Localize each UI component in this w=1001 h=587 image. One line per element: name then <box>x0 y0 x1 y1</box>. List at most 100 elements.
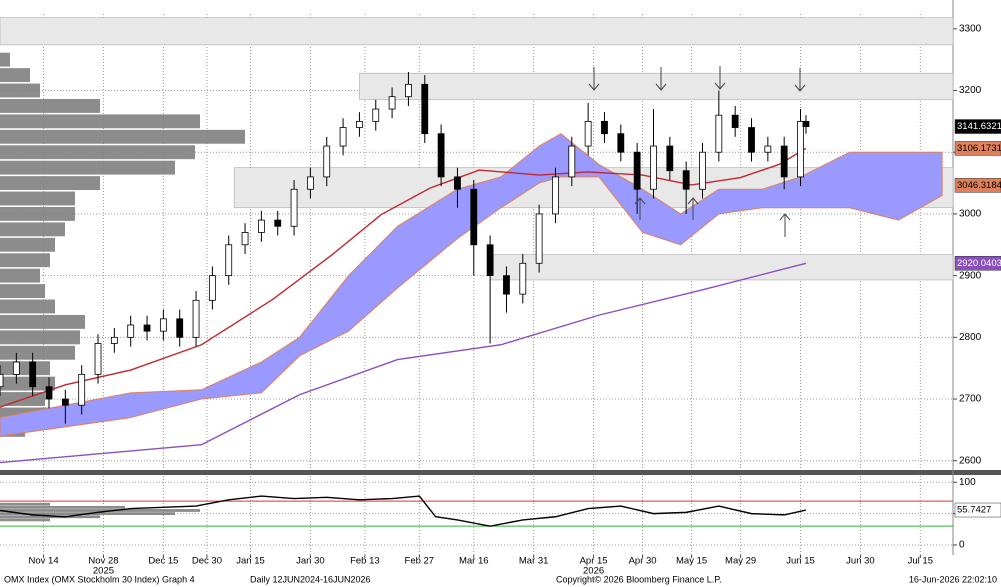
price-zone <box>359 72 954 101</box>
candle-body <box>715 114 723 153</box>
value-box <box>954 141 1001 156</box>
profile-bar <box>0 68 30 83</box>
candle-body <box>617 133 625 153</box>
down-arrow <box>655 67 667 91</box>
background-layer <box>0 0 1001 555</box>
candle-body <box>290 188 298 227</box>
profile-bar <box>0 52 10 67</box>
profile-bar <box>0 206 75 221</box>
profile-bar <box>0 330 80 345</box>
candle-body <box>503 275 510 295</box>
y-tick-label: 3000 <box>959 209 982 220</box>
candle-body <box>633 151 641 190</box>
rsi-line <box>0 495 807 527</box>
value-box <box>954 178 1001 193</box>
candle-body <box>454 176 461 190</box>
candle-body <box>307 176 314 190</box>
x-tick-label: Dec 15 <box>148 556 178 567</box>
candle-body <box>12 361 20 375</box>
plot-layer: 260027002800290030003100320033003046.318… <box>0 23 1001 577</box>
year-label: 2025 <box>93 566 114 577</box>
x-tick-label: Jun 15 <box>786 556 815 567</box>
down-arrow <box>588 67 600 91</box>
candle-body <box>159 318 167 332</box>
y-tick-label: 2900 <box>959 270 982 281</box>
x-tick-label: Mar 31 <box>519 556 549 567</box>
profile-bar <box>0 518 50 522</box>
ichimoku-cloud <box>0 133 943 437</box>
year-label: 2026 <box>583 566 604 577</box>
candle-body <box>208 275 216 301</box>
x-tick-label: Jul 15 <box>908 556 933 567</box>
profile-bar <box>0 176 100 191</box>
candle-body <box>356 120 363 128</box>
candle-body <box>176 318 184 338</box>
value-label: 3141.6321 <box>957 121 1001 132</box>
y-tick-label: 2800 <box>959 332 982 343</box>
profile-bar <box>0 505 125 509</box>
price-zone <box>489 254 954 281</box>
candle-body <box>78 373 86 406</box>
profile-bar <box>0 145 195 160</box>
profile-bar <box>0 299 55 314</box>
value-label: 3106.1731 <box>957 143 1001 154</box>
x-tick-label: May 15 <box>676 556 707 567</box>
candle-body <box>519 262 527 295</box>
x-tick-label: Nov 28 <box>88 556 118 567</box>
x-tick-label: Feb 13 <box>350 556 380 567</box>
candle-body <box>241 232 249 246</box>
candle-body <box>94 343 102 375</box>
up-arrow <box>634 197 646 220</box>
down-arrow <box>794 68 806 92</box>
profile-bar <box>0 222 65 237</box>
x-tick-label: Jan 15 <box>236 556 265 567</box>
candle-body <box>666 145 674 172</box>
x-tick-label: May 29 <box>725 556 756 567</box>
candle-body <box>274 219 282 227</box>
arrows <box>588 66 806 237</box>
candle-body <box>421 83 429 135</box>
profile-bar <box>0 284 45 298</box>
y-tick-label: 3300 <box>959 23 982 34</box>
up-arrow <box>779 213 791 237</box>
value-label: 55.7427 <box>957 505 991 516</box>
panel-separator <box>0 470 1001 475</box>
candle-body <box>225 244 233 277</box>
candle-body <box>0 373 4 388</box>
y-tick-label: 3200 <box>959 85 982 96</box>
profile-bar <box>0 237 55 252</box>
profile-bar <box>0 114 200 129</box>
candle-body <box>797 120 804 178</box>
candle-body <box>192 299 200 338</box>
x-tick-label: Apr 30 <box>629 556 657 567</box>
candle-body <box>682 170 690 190</box>
candle-body <box>143 324 151 332</box>
candle-body <box>802 120 810 127</box>
candle-body <box>535 213 543 264</box>
candle-body <box>568 145 576 178</box>
value-label: 3046.3184 <box>957 180 1001 191</box>
candle-body <box>29 361 37 388</box>
x-tick-label: Jun 30 <box>846 556 875 567</box>
candle-body <box>748 127 755 153</box>
candle-body <box>110 336 118 344</box>
y-tick-label: 100 <box>959 477 976 488</box>
y-tick-label: 2700 <box>959 394 982 405</box>
profile-bar <box>0 361 50 376</box>
value-box <box>954 119 1001 134</box>
x-tick-label: Nov 14 <box>29 556 59 567</box>
value-box <box>954 256 1001 271</box>
candle-body <box>601 120 608 135</box>
candle-body <box>257 219 265 233</box>
candle-body <box>699 151 706 190</box>
value-box <box>954 502 1001 518</box>
profile-bar <box>0 129 245 144</box>
candle-body <box>486 244 494 277</box>
candle-body <box>437 133 445 178</box>
down-arrow <box>714 66 726 90</box>
profile-bar <box>0 502 50 506</box>
candle-body <box>339 127 347 147</box>
profile-bar <box>0 98 100 113</box>
